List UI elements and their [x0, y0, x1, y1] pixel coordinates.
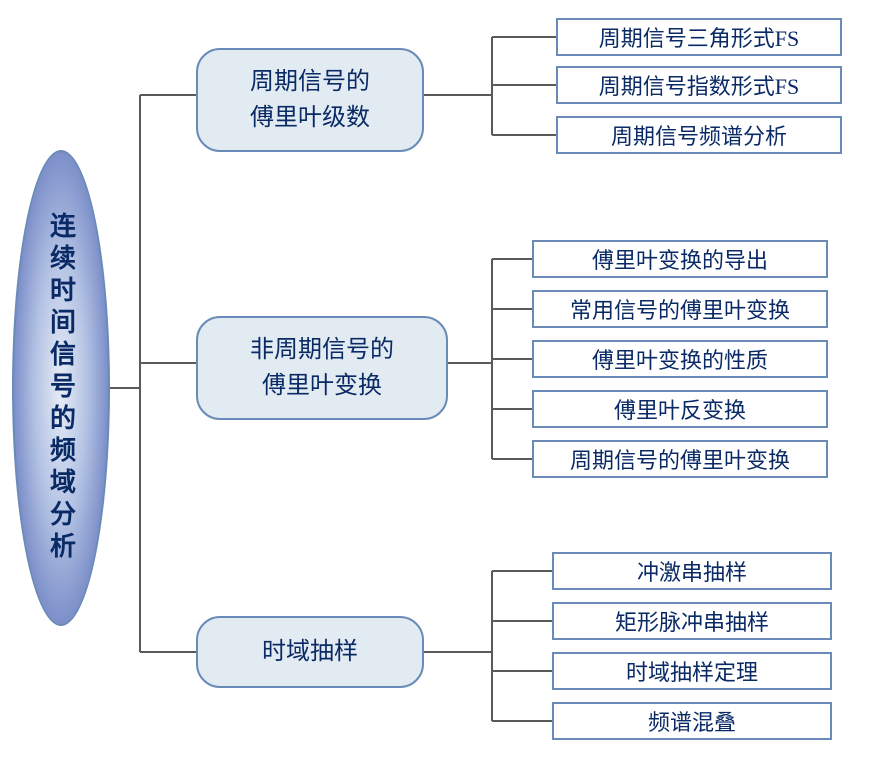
- branch-node: 时域抽样: [196, 616, 424, 688]
- branch-label: 时域抽样: [262, 634, 358, 670]
- leaf-label: 傅里叶变换的性质: [592, 343, 768, 375]
- leaf-label: 周期信号的傅里叶变换: [570, 443, 790, 475]
- leaf-node: 时域抽样定理: [552, 652, 832, 690]
- leaf-node: 傅里叶反变换: [532, 390, 828, 428]
- leaf-label: 周期信号频谱分析: [611, 119, 787, 151]
- leaf-node: 常用信号的傅里叶变换: [532, 290, 828, 328]
- leaf-node: 傅里叶变换的性质: [532, 340, 828, 378]
- leaf-label: 周期信号指数形式FS: [599, 69, 799, 101]
- branch-node: 周期信号的 傅里叶级数: [196, 48, 424, 152]
- leaf-label: 傅里叶变换的导出: [592, 243, 768, 275]
- leaf-label: 常用信号的傅里叶变换: [570, 293, 790, 325]
- leaf-node: 周期信号频谱分析: [556, 116, 842, 154]
- leaf-label: 傅里叶反变换: [614, 393, 746, 425]
- leaf-node: 冲激串抽样: [552, 552, 832, 590]
- branch-label: 周期信号的 傅里叶级数: [250, 64, 370, 136]
- leaf-node: 周期信号的傅里叶变换: [532, 440, 828, 478]
- branch-label: 非周期信号的 傅里叶变换: [250, 332, 394, 404]
- leaf-node: 周期信号三角形式FS: [556, 18, 842, 56]
- leaf-label: 矩形脉冲串抽样: [615, 605, 769, 637]
- leaf-node: 矩形脉冲串抽样: [552, 602, 832, 640]
- root-node: 连续时间信号的频域分析: [12, 150, 110, 626]
- leaf-node: 傅里叶变换的导出: [532, 240, 828, 278]
- root-label: 连续时间信号的频域分析: [43, 212, 80, 564]
- leaf-label: 频谱混叠: [648, 705, 736, 737]
- leaf-node: 周期信号指数形式FS: [556, 66, 842, 104]
- leaf-node: 频谱混叠: [552, 702, 832, 740]
- leaf-label: 冲激串抽样: [637, 555, 747, 587]
- branch-node: 非周期信号的 傅里叶变换: [196, 316, 448, 420]
- leaf-label: 时域抽样定理: [626, 655, 758, 687]
- leaf-label: 周期信号三角形式FS: [599, 21, 799, 53]
